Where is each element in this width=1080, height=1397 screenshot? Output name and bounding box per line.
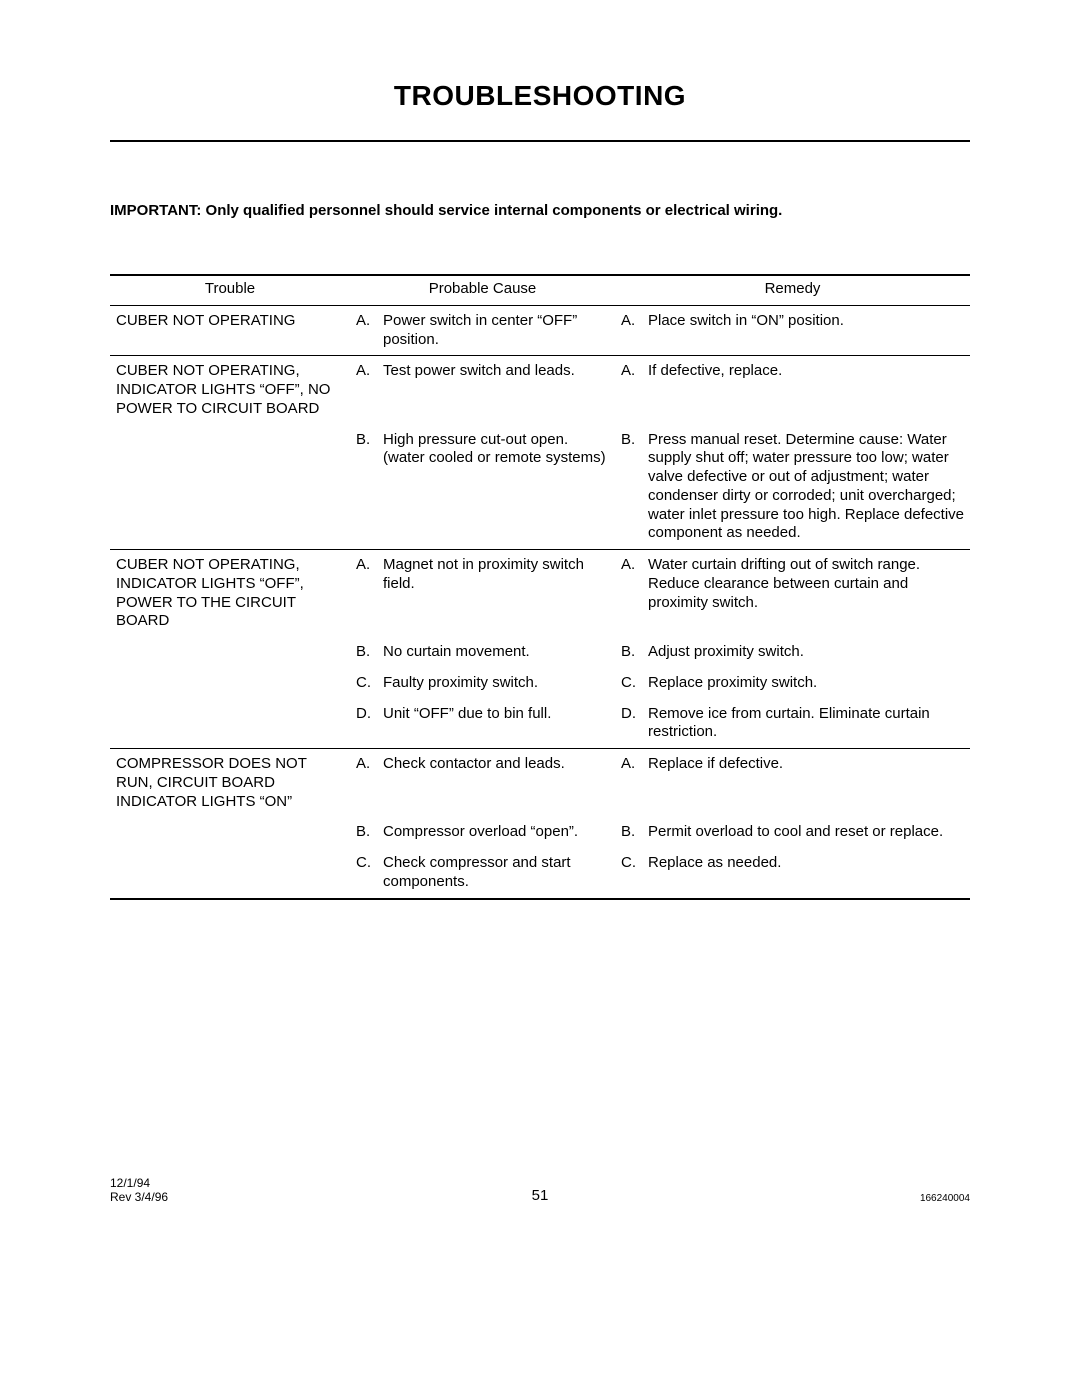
cell-remedy: Replace proximity switch. bbox=[642, 668, 970, 699]
cell-remedy-marker: D. bbox=[615, 699, 642, 749]
table-body: CUBER NOT OPERATINGA.Power switch in cen… bbox=[110, 305, 970, 898]
col-cause: Probable Cause bbox=[350, 275, 615, 305]
cell-cause: High pressure cut-out open. (water coole… bbox=[377, 425, 615, 550]
cell-remedy-marker: A. bbox=[615, 550, 642, 638]
cell-cause-marker: A. bbox=[350, 550, 377, 638]
table-row: CUBER NOT OPERATINGA.Power switch in cen… bbox=[110, 305, 970, 355]
footer-page: 51 bbox=[532, 1187, 549, 1204]
cell-cause-marker: B. bbox=[350, 817, 377, 848]
table-row: B.Compressor overload “open”.B.Permit ov… bbox=[110, 817, 970, 848]
cell-remedy: Replace as needed. bbox=[642, 848, 970, 898]
col-trouble: Trouble bbox=[110, 275, 350, 305]
cell-remedy: If defective, replace. bbox=[642, 356, 970, 425]
table-row: D.Unit “OFF” due to bin full.D.Remove ic… bbox=[110, 699, 970, 749]
cell-remedy: Replace if defective. bbox=[642, 749, 970, 818]
page: TROUBLESHOOTING IMPORTANT: Only qualifie… bbox=[0, 0, 1080, 1397]
footer-rev: Rev 3/4/96 bbox=[110, 1190, 168, 1204]
cell-cause-marker: B. bbox=[350, 425, 377, 550]
cell-cause-marker: B. bbox=[350, 637, 377, 668]
cell-trouble bbox=[110, 848, 350, 898]
cell-trouble bbox=[110, 699, 350, 749]
cell-remedy: Press manual reset. Determine cause: Wat… bbox=[642, 425, 970, 550]
cell-trouble: CUBER NOT OPERATING, INDICATOR LIGHTS “O… bbox=[110, 550, 350, 638]
table-row: COMPRESSOR DOES NOT RUN, CIRCUIT BOARD I… bbox=[110, 749, 970, 818]
col-remedy: Remedy bbox=[615, 275, 970, 305]
cell-remedy: Permit overload to cool and reset or rep… bbox=[642, 817, 970, 848]
cell-remedy-marker: B. bbox=[615, 637, 642, 668]
title-rule bbox=[110, 140, 970, 142]
footer-left: 12/1/94 Rev 3/4/96 bbox=[110, 1176, 168, 1204]
important-note: IMPORTANT: Only qualified personnel shou… bbox=[110, 202, 970, 219]
cell-cause: Unit “OFF” due to bin full. bbox=[377, 699, 615, 749]
cell-cause-marker: A. bbox=[350, 356, 377, 425]
cell-cause: Faulty proximity switch. bbox=[377, 668, 615, 699]
footer-doc: 166240004 bbox=[920, 1193, 970, 1204]
cell-remedy: Adjust proximity switch. bbox=[642, 637, 970, 668]
table-row: CUBER NOT OPERATING, INDICATOR LIGHTS “O… bbox=[110, 356, 970, 425]
cell-cause: Compressor overload “open”. bbox=[377, 817, 615, 848]
cell-trouble: CUBER NOT OPERATING bbox=[110, 305, 350, 355]
table-row: C.Check compressor and start components.… bbox=[110, 848, 970, 898]
table-row: CUBER NOT OPERATING, INDICATOR LIGHTS “O… bbox=[110, 550, 970, 638]
cell-cause-marker: A. bbox=[350, 305, 377, 355]
footer-date: 12/1/94 bbox=[110, 1176, 168, 1190]
cell-remedy: Place switch in “ON” position. bbox=[642, 305, 970, 355]
table-row: B.High pressure cut-out open. (water coo… bbox=[110, 425, 970, 550]
cell-cause: Check compressor and start components. bbox=[377, 848, 615, 898]
cell-cause-marker: A. bbox=[350, 749, 377, 818]
cell-cause: Power switch in center “OFF” position. bbox=[377, 305, 615, 355]
troubleshooting-table: Trouble Probable Cause Remedy CUBER NOT … bbox=[110, 274, 970, 900]
cell-trouble: COMPRESSOR DOES NOT RUN, CIRCUIT BOARD I… bbox=[110, 749, 350, 818]
cell-remedy: Water curtain drifting out of switch ran… bbox=[642, 550, 970, 638]
cell-trouble bbox=[110, 668, 350, 699]
cell-trouble bbox=[110, 425, 350, 550]
cell-trouble bbox=[110, 817, 350, 848]
cell-trouble: CUBER NOT OPERATING, INDICATOR LIGHTS “O… bbox=[110, 356, 350, 425]
cell-remedy-marker: C. bbox=[615, 668, 642, 699]
cell-remedy-marker: C. bbox=[615, 848, 642, 898]
table-header-row: Trouble Probable Cause Remedy bbox=[110, 275, 970, 305]
cell-cause-marker: D. bbox=[350, 699, 377, 749]
cell-cause: Check contactor and leads. bbox=[377, 749, 615, 818]
cell-remedy-marker: B. bbox=[615, 817, 642, 848]
cell-cause: Magnet not in proximity switch field. bbox=[377, 550, 615, 638]
table-row: B.No curtain movement.B.Adjust proximity… bbox=[110, 637, 970, 668]
table-row: C.Faulty proximity switch.C.Replace prox… bbox=[110, 668, 970, 699]
cell-cause-marker: C. bbox=[350, 848, 377, 898]
cell-cause: No curtain movement. bbox=[377, 637, 615, 668]
section-separator bbox=[110, 898, 970, 899]
cell-remedy-marker: B. bbox=[615, 425, 642, 550]
page-title: TROUBLESHOOTING bbox=[110, 80, 970, 112]
cell-cause: Test power switch and leads. bbox=[377, 356, 615, 425]
cell-trouble bbox=[110, 637, 350, 668]
cell-remedy-marker: A. bbox=[615, 749, 642, 818]
cell-remedy-marker: A. bbox=[615, 356, 642, 425]
cell-cause-marker: C. bbox=[350, 668, 377, 699]
cell-remedy-marker: A. bbox=[615, 305, 642, 355]
cell-remedy: Remove ice from curtain. Eliminate curta… bbox=[642, 699, 970, 749]
